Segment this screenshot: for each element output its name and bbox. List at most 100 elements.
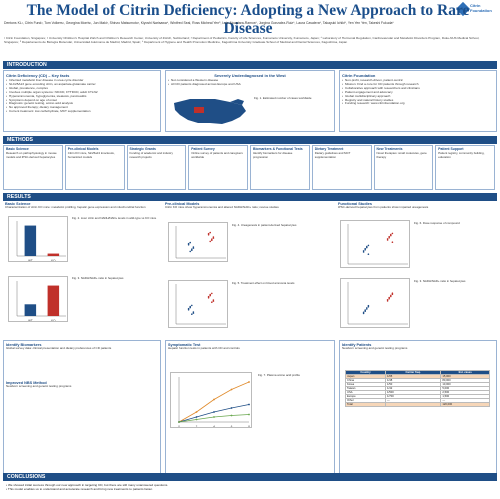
x-tick-label: 0	[178, 425, 180, 429]
scatter-point	[191, 248, 193, 250]
scatter-point	[386, 239, 389, 241]
intro-key-facts: Citrin Deficiency (CD) – Key facts Inher…	[3, 70, 161, 132]
data-point	[248, 413, 250, 416]
scatter-point	[192, 311, 195, 313]
scatter-point	[391, 292, 394, 294]
scatter-point	[364, 310, 366, 312]
identify-patients-box: Identify Patients Newborn screening and …	[339, 340, 497, 480]
scatter-point	[211, 301, 213, 303]
results-preclinical: Pre-clinical Models Citrin KO mice show …	[165, 202, 333, 337]
methods-card-text: Dietary guidelines and MCT supplementati…	[314, 151, 351, 159]
methods-card: Patient Survey Online survey of patients …	[188, 145, 248, 190]
scatter-point	[191, 313, 193, 315]
scatter-point	[207, 297, 210, 299]
scatter-point	[391, 241, 394, 243]
methods-card: Dietary Treatment Dietary guidelines and …	[311, 145, 372, 190]
fig-panel-scatter	[340, 278, 410, 328]
conclusions-list: • We showed initial success through our …	[3, 482, 497, 497]
fig3-caption: Fig. 3. NADH/NAD+ ratio in hepatocytes	[72, 276, 124, 280]
intro-citrin-foundation: Citrin Foundation Non-profit, research-d…	[339, 70, 497, 132]
logo-text: Citrin Foundation	[470, 3, 492, 13]
scatter-point	[386, 238, 389, 240]
data-point	[195, 416, 198, 418]
scatter-point	[366, 246, 368, 249]
biomarker-text: Global survey data: clinical presentatio…	[6, 346, 112, 350]
scatter-point	[187, 242, 190, 245]
bullet-item: Diagnosis: genetic testing, amino acid a…	[6, 102, 158, 107]
usa-map-figure	[174, 99, 246, 124]
preclinical-title: Pre-clinical Models	[165, 202, 200, 206]
bullet-item: Current treatment: low carbohydrate, MCT…	[6, 109, 158, 114]
methods-card-title: Dietary Treatment	[314, 147, 344, 151]
methods-card: Strategic Grants Funding of academic and …	[126, 145, 187, 190]
methods-card-text: Citrin KO mice, Slc25a13 knockouts, huma…	[67, 151, 115, 159]
scatter-point	[367, 253, 370, 255]
bullet-item: Global multidisciplinary approach	[342, 94, 494, 99]
bar	[24, 225, 37, 256]
conclusion-item: • We showed initial success through our …	[6, 483, 169, 487]
bullet-item: Collaborative approach with researchers …	[342, 86, 494, 91]
scatter-point	[364, 247, 366, 250]
scatter-point	[388, 296, 390, 299]
methods-card-title: New Treatments	[376, 147, 403, 151]
scatter-point	[366, 307, 368, 309]
foundation-list: Non-profit, research-driven, patient-cen…	[342, 78, 494, 106]
functional-title: Functional Studies	[338, 202, 372, 206]
methods-card-title: Biomarkers & Functional Tests	[253, 147, 303, 151]
fig5-scatter	[168, 280, 228, 328]
bullet-item: No approved therapy; dietary management	[6, 105, 158, 110]
symptomatic-title: Symptomatic Test	[168, 343, 201, 347]
bullet-item: All CD patients diagnosed across Europe …	[168, 82, 332, 87]
data-point	[213, 411, 215, 413]
x-tick-label: WT	[28, 319, 33, 323]
scatter-point	[390, 234, 392, 237]
scatter-point	[211, 239, 213, 242]
fig4-scatter	[168, 222, 228, 262]
nbs-title: Improved NBS Method	[6, 380, 47, 385]
scatter-point	[390, 233, 392, 236]
fig6-scatter	[340, 220, 410, 268]
symptomatic-text: Hepatic function tests in patients with …	[168, 346, 240, 350]
scatter-point	[362, 251, 365, 253]
series-line	[178, 404, 250, 423]
key-facts-title: Citrin Deficiency (CD) – Key facts	[6, 73, 70, 78]
fig5-caption: Fig. 5. Treatment effect on blood ammoni…	[232, 281, 295, 285]
scatter-point	[391, 293, 394, 296]
table-header-row: Country Carrier freq. Est. cases	[344, 370, 490, 375]
scatter-point	[391, 232, 394, 235]
results-functional: Functional Studies iPSC-derived hepatocy…	[338, 202, 496, 337]
table-row: Total 120,000	[344, 402, 490, 407]
scatter-point	[388, 237, 390, 239]
fig4-caption: Fig. 4. Ureagenesis in patient-derived h…	[232, 223, 297, 227]
scatter-point	[211, 292, 213, 295]
scatter-point	[362, 312, 365, 315]
scatter-point	[362, 250, 365, 252]
x-tick-label: WT	[28, 259, 33, 263]
basic-science-title: Basic Science	[5, 202, 31, 206]
bullet-item: Not considered a Western disease	[168, 78, 332, 83]
x-tick-label: KO	[51, 259, 56, 263]
scatter-point	[388, 297, 390, 300]
conclusion-item: • This model enables us to understand an…	[6, 487, 153, 491]
fig-panel-caption: Fig. 3. NADH/NAD+ ratio in hepatocytes	[414, 279, 466, 283]
scatter-point	[367, 244, 370, 247]
table-cell	[385, 402, 442, 407]
methods-card: Basic Science Research on pathophysiology…	[3, 145, 63, 190]
identify-text: Newborn screening and genetic testing pr…	[342, 346, 408, 350]
results-basic-science: Basic Science Characterization of citrin…	[5, 202, 160, 337]
bar	[47, 253, 60, 256]
scatter-point	[209, 240, 211, 243]
table-cell: Total	[344, 402, 387, 407]
scatter-point	[388, 235, 390, 238]
bullet-item: Hyperammonemia, hypoglycemia, steatosis,…	[6, 94, 158, 99]
nbs-text: Newborn screening and genetic testing pr…	[6, 383, 72, 388]
x-tick-label: 8	[248, 425, 250, 429]
scatter-point	[362, 311, 365, 314]
scatter-point	[211, 238, 213, 240]
data-point	[248, 381, 250, 383]
results-bar: RESULTS	[3, 193, 497, 201]
scatter-point	[212, 299, 215, 301]
bullet-item: Registry and natural history studies	[342, 98, 494, 103]
biomarker-title: Identify Biomarkers	[6, 343, 42, 347]
